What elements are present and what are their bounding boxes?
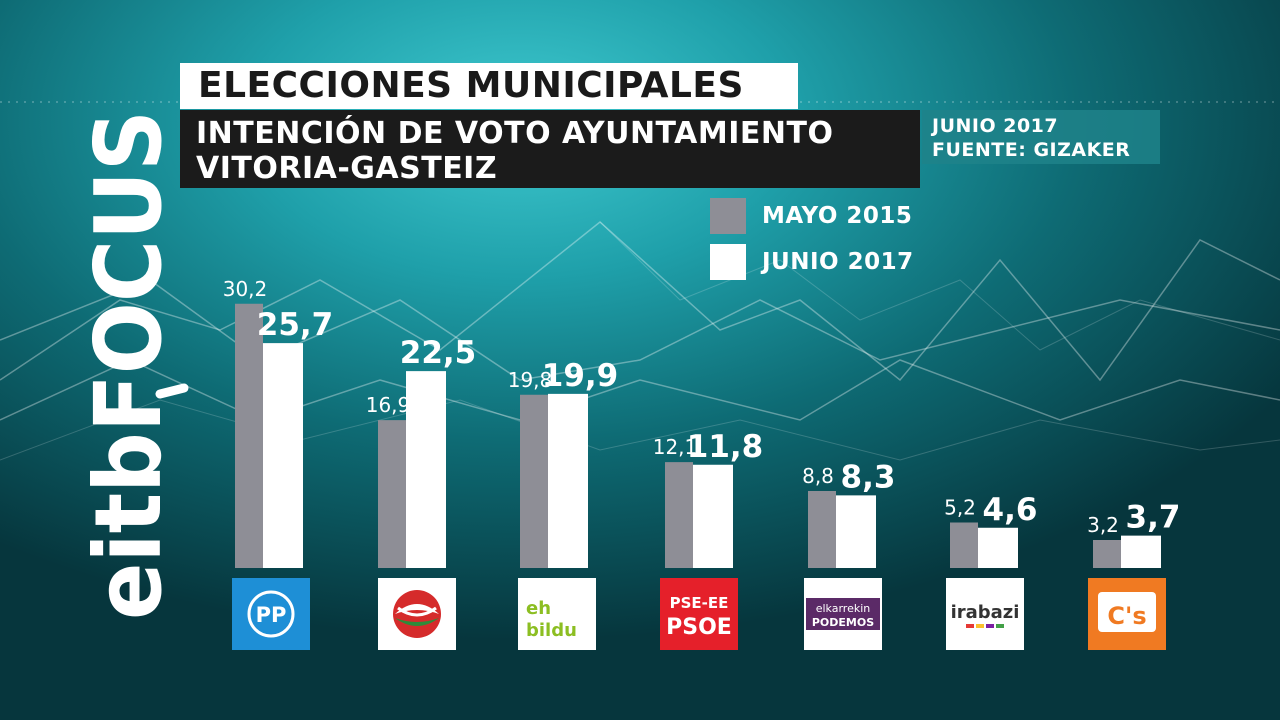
party-logo-pnv: [378, 578, 456, 650]
party-logo-ehbildu: eh bildu: [518, 578, 596, 650]
bar-junio-2017: [1121, 535, 1161, 568]
brand-logo-svg: eitbFOCUS: [75, 110, 189, 620]
bar-junio-2017: [693, 464, 733, 568]
legend-item-junio-2017: JUNIO 2017: [710, 244, 914, 280]
svg-text:irabazi: irabazi: [951, 602, 1020, 623]
data-label-mayo-2015: 12,1: [653, 435, 698, 459]
bar-mayo-2015: [1093, 540, 1121, 568]
data-label-junio-2017: 3,7: [1126, 500, 1181, 536]
bar-junio-2017: [406, 371, 446, 568]
svg-text:PSOE: PSOE: [666, 615, 732, 640]
data-label-mayo-2015: 16,9: [366, 393, 411, 417]
page-title: ELECCIONES MUNICIPALES: [180, 63, 798, 109]
data-label-junio-2017: 19,9: [542, 358, 619, 394]
data-label-junio-2017: 4,6: [983, 492, 1038, 528]
psoe-logo-icon: PSE-EE PSOE: [666, 594, 732, 640]
party-logo-podemos: elkarrekin PODEMOS: [804, 578, 882, 650]
source-box: JUNIO 2017 FUENTE: GIZAKER: [922, 110, 1160, 164]
data-label-junio-2017: 11,8: [687, 429, 764, 465]
legend-label-mayo-2015: MAYO 2015: [762, 203, 913, 229]
legend-item-mayo-2015: MAYO 2015: [710, 198, 912, 234]
svg-text:elkarrekin: elkarrekin: [816, 602, 871, 615]
bar-mayo-2015: [665, 462, 693, 568]
bar-mayo-2015: [520, 394, 548, 568]
data-label-mayo-2015: 19,8: [508, 368, 553, 392]
pp-logo-text: PP: [256, 603, 287, 627]
bar-junio-2017: [548, 393, 588, 568]
legend-label-junio-2017: JUNIO 2017: [762, 249, 914, 275]
bar-junio-2017: [836, 495, 876, 568]
legend-swatch-mayo-2015: [710, 198, 746, 234]
ehbildu-logo-icon: eh bildu: [526, 598, 577, 641]
eitb-focus-logo: eitbFOCUS: [20, 110, 240, 630]
irabazi-logo-icon: irabazi: [951, 602, 1020, 628]
page-subtitle: INTENCIÓN DE VOTO AYUNTAMIENTO VITORIA-G…: [180, 110, 920, 188]
magnifier-icon: [155, 383, 189, 399]
source-label: FUENTE: GIZAKER: [932, 139, 1131, 161]
svg-text:bildu: bildu: [526, 620, 577, 641]
data-label-junio-2017: 8,3: [841, 459, 896, 495]
data-label-junio-2017: 22,5: [400, 335, 477, 371]
bar-mayo-2015: [808, 491, 836, 568]
party-logo-irabazi: irabazi: [946, 578, 1024, 650]
pnv-logo-icon: [393, 590, 441, 638]
brand-logo-text: eitbFOCUS: [75, 110, 182, 620]
podemos-logo-icon: elkarrekin PODEMOS: [806, 598, 880, 630]
party-logo-psoe: PSE-EE PSOE: [660, 578, 738, 650]
cs-logo-icon: C's: [1098, 592, 1156, 632]
date-label: JUNIO 2017: [932, 115, 1059, 137]
data-label-mayo-2015: 3,2: [1087, 513, 1119, 537]
data-label-mayo-2015: 5,2: [944, 496, 976, 520]
bar-junio-2017: [978, 527, 1018, 568]
party-logo-pp: PP: [232, 578, 310, 650]
legend-swatch-junio-2017: [710, 244, 746, 280]
data-label-mayo-2015: 8,8: [802, 464, 834, 488]
bar-mayo-2015: [378, 420, 406, 568]
data-label-junio-2017: 25,7: [257, 307, 334, 343]
data-label-mayo-2015: 30,2: [223, 277, 268, 301]
subtitle-line-1: INTENCIÓN DE VOTO AYUNTAMIENTO: [196, 116, 834, 151]
svg-text:C's: C's: [1107, 602, 1146, 630]
party-logo-cs: C's: [1088, 578, 1166, 650]
bar-junio-2017: [263, 343, 303, 568]
bar-mayo-2015: [950, 522, 978, 568]
svg-text:PSE-EE: PSE-EE: [670, 594, 729, 612]
bar-mayo-2015: [235, 303, 263, 568]
svg-text:PODEMOS: PODEMOS: [812, 616, 874, 629]
svg-text:eh: eh: [526, 598, 551, 619]
pp-logo-icon: PP: [247, 590, 295, 638]
subtitle-line-2: VITORIA-GASTEIZ: [196, 151, 498, 186]
